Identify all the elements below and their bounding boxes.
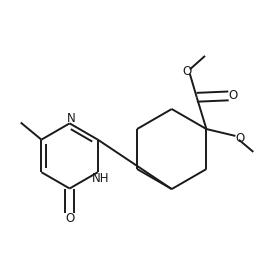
Text: O: O [182, 65, 191, 78]
Text: NH: NH [92, 172, 109, 185]
Text: O: O [65, 212, 74, 225]
Text: N: N [67, 112, 76, 125]
Text: O: O [235, 132, 244, 145]
Text: O: O [229, 89, 238, 102]
